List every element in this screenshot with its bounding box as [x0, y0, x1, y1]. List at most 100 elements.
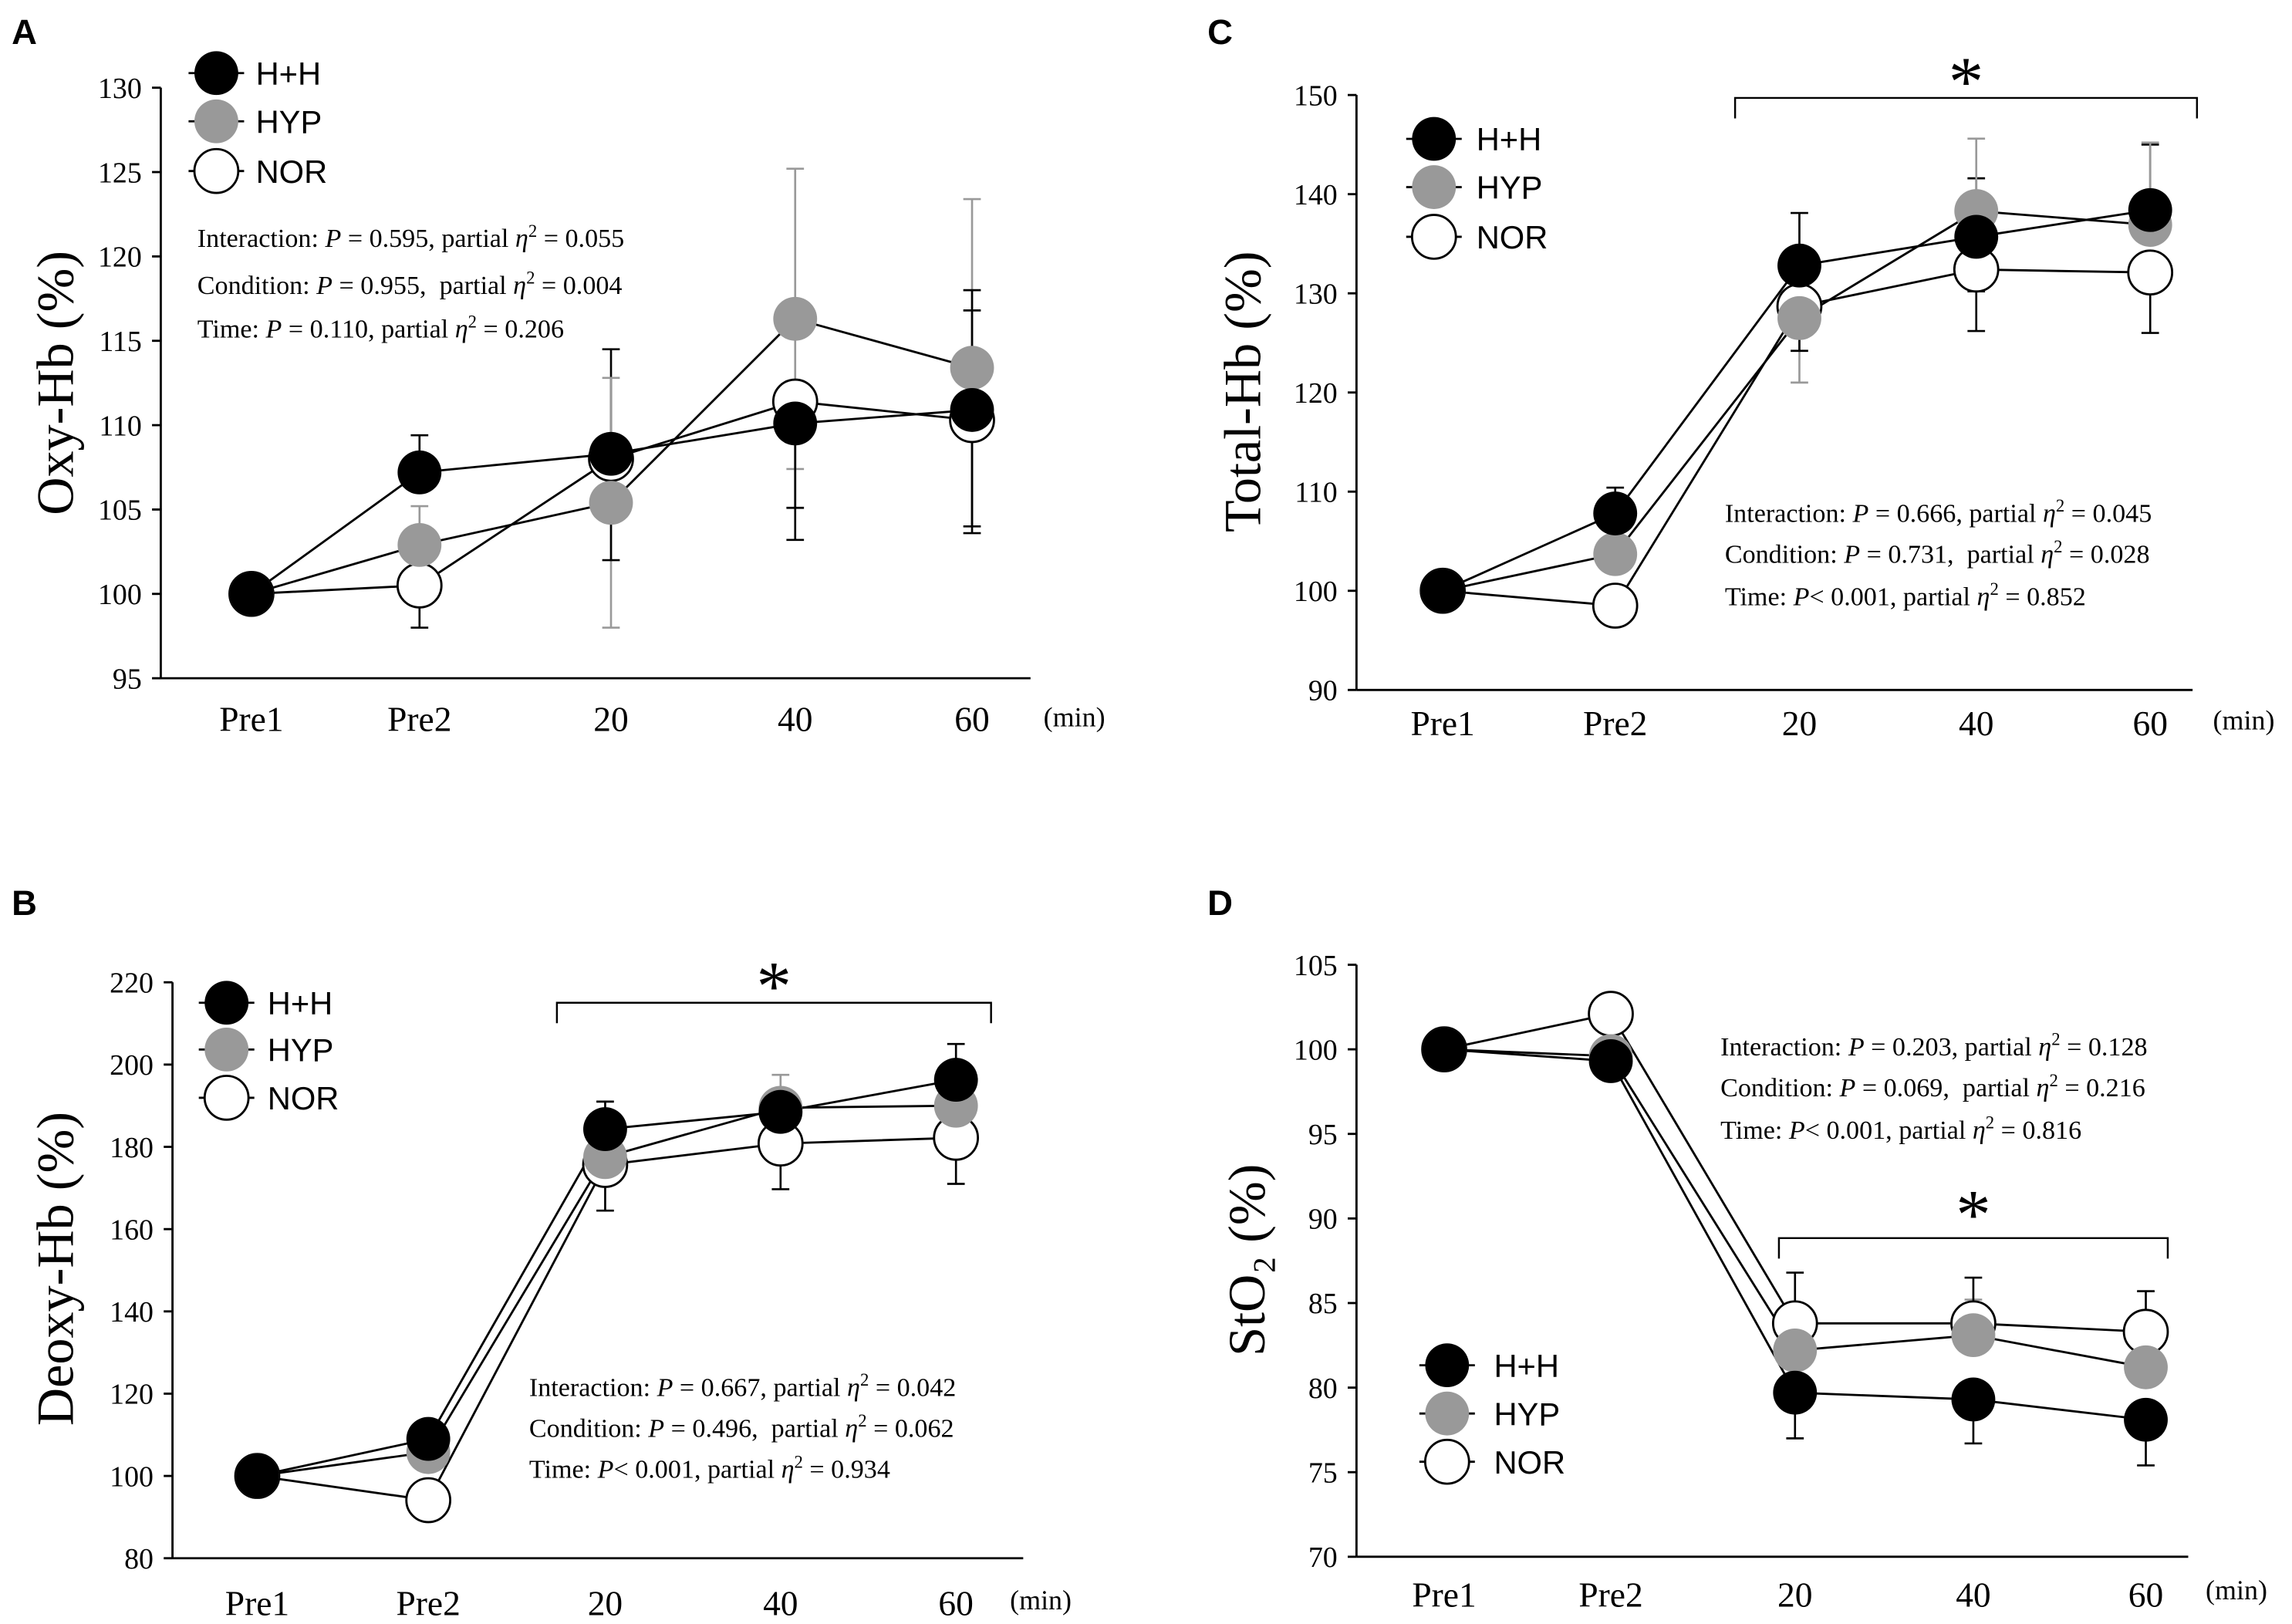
panel-D-point-hplush-60 [2124, 1397, 2168, 1442]
panel-A-point-hyp-pre2 [397, 522, 442, 567]
panel-D-legend-item-nor: NOR [1419, 1438, 1565, 1485]
panel-C-ytick-label-110: 110 [1295, 477, 1337, 509]
panel-B-significance-0: * [555, 947, 992, 1025]
panel-B-stats-line-2: Time: P< 0.001, partial η2 = 0.934 [529, 1452, 890, 1484]
panel-D-xtick-label-20: 20 [1777, 1575, 1812, 1614]
panel-B-ytick-label-200: 200 [110, 1049, 154, 1082]
panel-B-legend-item-hyp: HYP [198, 1027, 334, 1072]
panel-A: A 95 100 105 110 115 120 125 130 Pre1 Pre2 20 40 60 (m… [12, 12, 1105, 739]
panel-A-legend-item-hyp: HYP [188, 99, 322, 143]
panel-B-stats-2-p-value: < 0.001, partial [613, 1456, 781, 1484]
panel-D-stats-0-eta-symbol: η [2038, 1033, 2051, 1062]
legend-label: H+H [1477, 121, 1542, 157]
panel-C-xtick-label-60: 60 [2132, 704, 2167, 743]
panel-D-point-hyp-60 [2124, 1345, 2168, 1389]
panel-D-point-hplush-pre2 [1588, 1039, 1633, 1083]
panel-C-stats-0-label: Interaction: [1725, 499, 1853, 528]
panel-C-y-axis-label: Total-Hb (%) [1213, 252, 1271, 533]
panel-A-point-hyp-60 [950, 346, 994, 390]
panel-D-label: D [1207, 883, 1233, 923]
panel-C-stats-0-eta-value: = 0.045 [2064, 499, 2152, 528]
panel-A-point-hplush-20 [589, 431, 633, 476]
significance-bracket [555, 1001, 992, 1024]
legend-marker [1412, 165, 1457, 209]
panel-C-xtick-label-pre2: Pre2 [1583, 704, 1647, 743]
panel-D-significance-0: * [1777, 1176, 2169, 1259]
panel-A-point-hplush-pre2 [397, 450, 442, 495]
panel-A-ytick-label-125: 125 [98, 157, 142, 189]
panel-C-ytick-label-120: 120 [1294, 377, 1338, 410]
panel-B-point-hplush-20 [583, 1107, 627, 1152]
panel-A-point-nor-pre2 [396, 562, 443, 609]
panel-D-x-unit-label: (min) [2206, 1575, 2267, 1605]
panel-A-stats-line-2: Time: P = 0.110, partial η2 = 0.206 [197, 312, 564, 343]
panel-A-legend: H+H HYP NOR [188, 51, 328, 194]
panel-C-stats-1-label: Condition: [1725, 540, 1844, 569]
panel-B-stats-0-label: Interaction: [529, 1373, 657, 1402]
panel-A-stats-1-p-value: = 0.955, partial [332, 272, 513, 300]
significance-bracket [1733, 96, 2199, 119]
panel-D-stats-1-label: Condition: [1720, 1074, 1839, 1102]
legend-marker [1425, 1343, 1470, 1388]
panel-D-stats-2-eta-symbol: η [1973, 1116, 1986, 1145]
panel-B-legend: H+H HYP NOR [198, 981, 339, 1121]
panel-D-point-nor-pre2 [1588, 991, 1634, 1037]
panel-C-label: C [1207, 12, 1233, 52]
panel-D-stats-0-eta-exponent: 2 [2051, 1030, 2060, 1049]
panel-C-stats-1-p-symbol: P [1843, 540, 1860, 569]
panel-B-point-hplush-pre1 [235, 1453, 279, 1498]
panel-B-stats-line-1: Condition: P = 0.496, partial η2 = 0.062 [529, 1411, 954, 1443]
panel-D-ytick-label-90: 90 [1308, 1204, 1338, 1236]
panel-D-y-axis-label: StO₂ (%) [1217, 1164, 1276, 1356]
panel-A-point-hplush-40 [773, 401, 818, 446]
panel-A-ytick-label-130: 130 [98, 73, 142, 105]
panel-D-ytick-label-105: 105 [1294, 950, 1338, 982]
panel-D-legend-item-hplush: H+H [1419, 1343, 1559, 1388]
panel-A-ytick-label-110: 110 [99, 410, 141, 442]
panel-A-stats-0-p-value: = 0.595, partial [341, 225, 515, 253]
legend-label: H+H [268, 985, 333, 1021]
panel-B-stats-0-eta-value: = 0.042 [869, 1373, 956, 1402]
panel-A-ytick-label-115: 115 [99, 326, 141, 358]
panel-B-xtick-label-20: 20 [588, 1584, 623, 1623]
panel-A-legend-item-nor: NOR [188, 147, 328, 194]
panel-D-stats-2-eta-exponent: 2 [1986, 1113, 1994, 1133]
panel-D-ytick-label-85: 85 [1308, 1288, 1338, 1320]
panel-C-ytick-label-130: 130 [1294, 278, 1338, 310]
panel-C-point-hplush-20 [1777, 243, 1821, 288]
panel-B-legend-item-nor: NOR [198, 1075, 339, 1121]
panel-D-xtick-label-pre2: Pre2 [1578, 1575, 1642, 1614]
legend-marker [194, 99, 238, 143]
panel-A-stats-1-p-symbol: P [316, 272, 332, 300]
panel-C-stats-line-1: Condition: P = 0.731, partial η2 = 0.028 [1725, 537, 2150, 569]
panel-B-stats-0-p-value: = 0.667, partial [673, 1373, 847, 1402]
panel-C-legend-item-nor: NOR [1406, 214, 1548, 260]
panel-A-x-unit-label: (min) [1044, 702, 1105, 733]
panel-C-stats-0-eta-exponent: 2 [2056, 496, 2064, 515]
legend-label: NOR [268, 1080, 339, 1116]
legend-label: NOR [1477, 219, 1548, 255]
panel-B-stats-1-eta-value: = 0.062 [867, 1414, 954, 1443]
panel-D-stats-line-2: Time: P< 0.001, partial η2 = 0.816 [1720, 1113, 2081, 1145]
panel-D-stats-line-0: Interaction: P = 0.203, partial η2 = 0.1… [1720, 1030, 2147, 1062]
legend-marker [194, 51, 238, 96]
panel-A-stats-1-eta-exponent: 2 [526, 268, 535, 288]
panel-D-stats-1-eta-exponent: 2 [2049, 1071, 2057, 1090]
panel-A-xtick-label-60: 60 [954, 699, 989, 738]
panel-C-stats-0-p-symbol: P [1852, 499, 1869, 528]
panel-A-stats-2-label: Time: [197, 316, 266, 344]
panel-C-stats-1-eta-exponent: 2 [2054, 537, 2062, 556]
panel-D-stats-0-p-value: = 0.203, partial [1865, 1033, 2039, 1062]
legend-label: NOR [256, 154, 328, 190]
panel-C-stats-2-eta-exponent: 2 [1990, 579, 1998, 599]
panel-D-xtick-label-40: 40 [1956, 1575, 1990, 1614]
panel-D-stats-2-p-value: < 0.001, partial [1805, 1116, 1973, 1145]
panel-C-stats-2-eta-symbol: η [1977, 582, 1990, 611]
legend-label: HYP [268, 1032, 334, 1069]
panel-B-point-nor-pre2 [405, 1477, 452, 1524]
panel-C-ytick-label-140: 140 [1294, 179, 1338, 211]
panel-B-stats-0-eta-exponent: 2 [860, 1370, 869, 1389]
panel-C-stats-line-0: Interaction: P = 0.666, partial η2 = 0.0… [1725, 496, 2152, 528]
